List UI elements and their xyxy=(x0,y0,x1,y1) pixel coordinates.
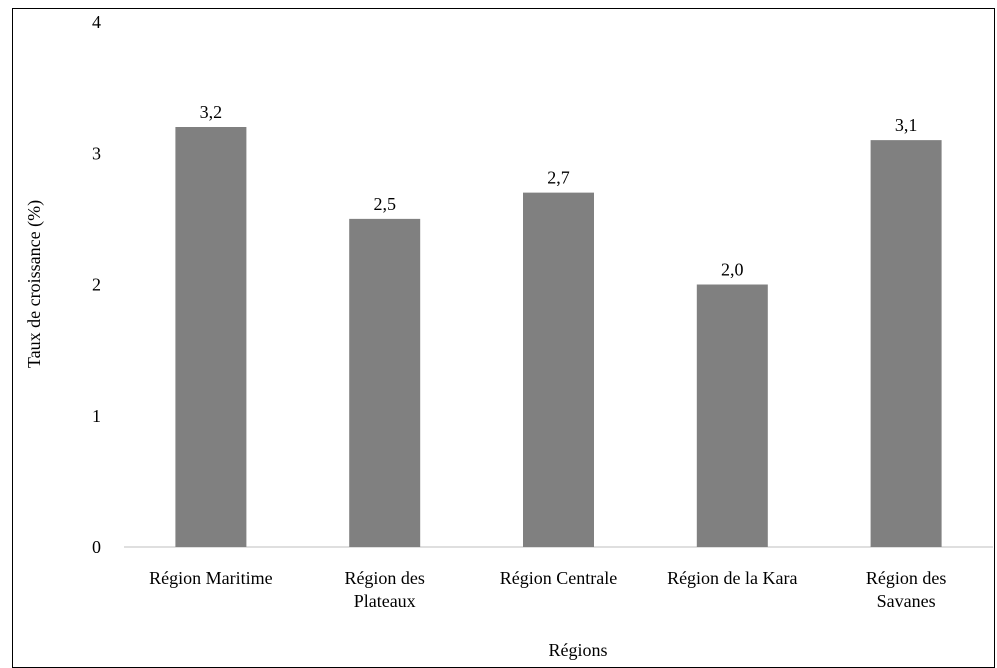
data-labels: 3,2 2,5 2,7 2,0 3,1 xyxy=(200,102,918,280)
category-label: Région Centrale xyxy=(500,568,617,588)
y-axis-title: Taux de croissance (%) xyxy=(24,200,45,368)
bar xyxy=(870,140,942,547)
category-label: Plateaux xyxy=(354,591,416,611)
data-label: 2,5 xyxy=(373,194,396,214)
bars xyxy=(175,127,942,547)
bar xyxy=(523,192,594,547)
data-label: 3,1 xyxy=(895,115,918,135)
data-label: 2,0 xyxy=(721,260,744,280)
y-tick-label: 2 xyxy=(92,275,101,295)
data-label: 3,2 xyxy=(200,102,223,122)
category-label: Région des xyxy=(344,568,425,588)
category-label: Région des xyxy=(866,568,947,588)
y-tick-labels: 0 1 2 3 4 xyxy=(92,12,101,557)
category-labels: Région Maritime Région des Plateaux Région … xyxy=(149,568,946,611)
category-label: Savanes xyxy=(877,591,936,611)
x-axis-title: Régions xyxy=(548,640,607,660)
bar xyxy=(349,218,421,547)
y-tick-label: 3 xyxy=(92,143,101,163)
data-label: 2,7 xyxy=(547,168,570,188)
y-tick-label: 4 xyxy=(92,12,101,32)
bar xyxy=(696,284,768,547)
y-tick-label: 1 xyxy=(92,406,101,426)
category-label: Région Maritime xyxy=(149,568,272,588)
category-label: Région de la Kara xyxy=(667,568,797,588)
bar xyxy=(175,127,247,547)
y-tick-label: 0 xyxy=(92,537,101,557)
